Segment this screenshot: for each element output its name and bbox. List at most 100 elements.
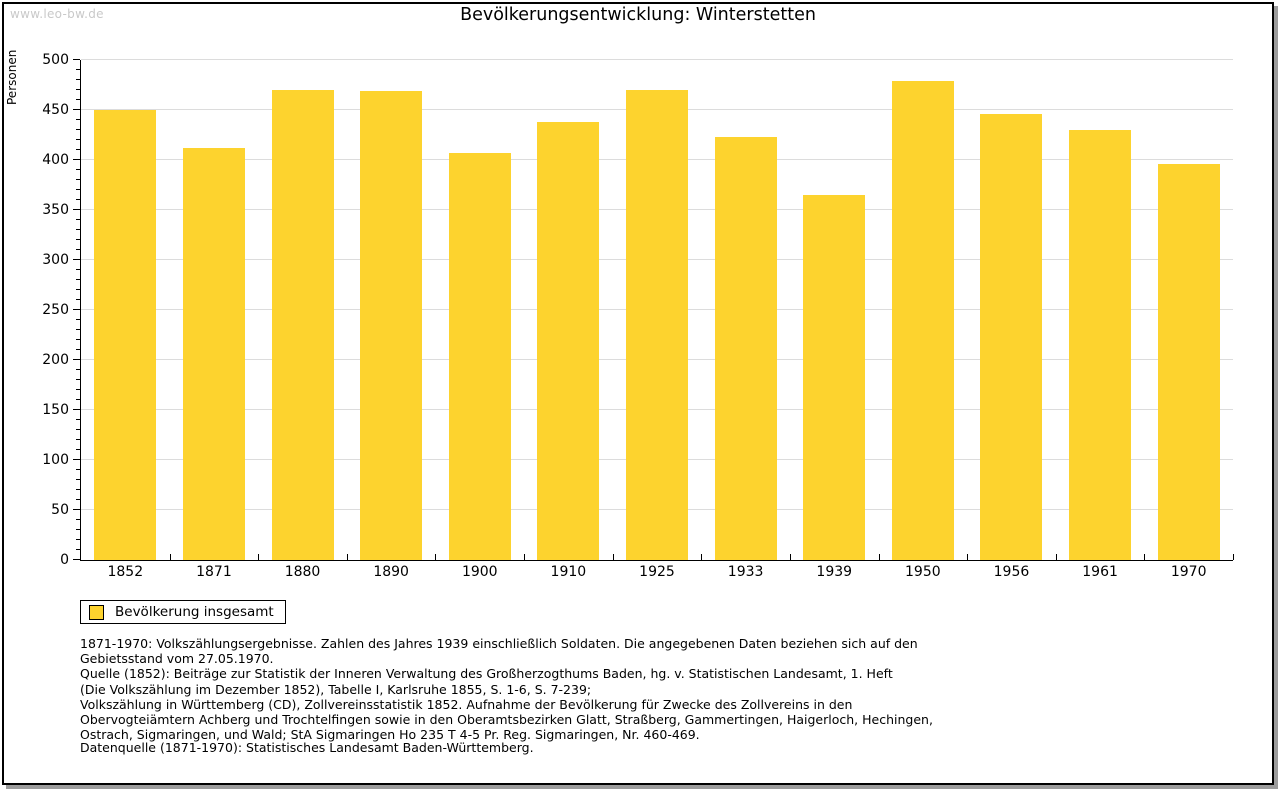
y-major-tick (73, 559, 80, 560)
y-major-tick (73, 359, 80, 360)
x-boundary-tick (1055, 554, 1057, 560)
footer-note-line: Gebietsstand vom 27.05.1970. (80, 651, 274, 667)
x-boundary-tick (1233, 554, 1234, 560)
y-minor-tick (76, 89, 80, 90)
watermark: www.leo-bw.de (10, 7, 104, 21)
y-tick-label: 0 (60, 552, 69, 568)
x-boundary-tick (1144, 554, 1146, 560)
y-minor-tick (76, 319, 80, 320)
footer-note-line: Volkszählung in Württemberg (CD), Zollve… (80, 696, 853, 712)
y-major-tick (73, 209, 80, 210)
y-major-tick (73, 159, 80, 160)
y-minor-tick (76, 79, 80, 80)
x-tick-label: 1950 (905, 564, 941, 580)
footer-note-line: Obervogteiämtern Achberg und Trochtelfin… (80, 712, 933, 728)
footer-note-line: Ostrach, Sigmaringen, und Wald; StA Sigm… (80, 727, 700, 743)
y-minor-tick (76, 439, 80, 440)
y-minor-tick (76, 119, 80, 120)
y-minor-tick (76, 389, 80, 390)
plot-area: 0 50 100 150 200 250 300 350 400 450 500 1852 1871 18… (42, 52, 1234, 580)
y-tick-label: 400 (42, 152, 69, 168)
bar-1950 (891, 81, 954, 560)
x-boundary-tick (701, 554, 703, 560)
y-minor-tick (76, 369, 80, 370)
y-minor-tick (76, 329, 80, 330)
y-tick-label: 500 (42, 52, 69, 68)
y-minor-tick (76, 199, 80, 200)
chart-title: Bevölkerungsentwicklung: Winterstetten (460, 5, 816, 25)
x-tick-label: 1910 (550, 564, 587, 580)
x-boundary-tick (789, 554, 791, 560)
footer-notes: 1871-1970: Volkszählungsergebnisse. Zahl… (80, 636, 1200, 742)
y-minor-tick (76, 179, 80, 180)
y-minor-tick (76, 419, 80, 420)
x-boundary-tick (524, 554, 526, 560)
y-minor-tick (76, 269, 80, 270)
y-minor-tick (76, 299, 80, 300)
bar-1890 (360, 91, 423, 560)
x-tick-label: 1970 (1170, 564, 1207, 580)
y-minor-tick (76, 219, 80, 220)
y-tick-label: 100 (42, 452, 69, 468)
y-minor-tick (76, 479, 80, 480)
y-tick-label: 350 (42, 202, 69, 218)
y-minor-tick (76, 289, 80, 290)
bar-1956 (980, 114, 1043, 560)
y-minor-tick (76, 429, 80, 430)
y-minor-tick (76, 239, 80, 240)
x-boundary-tick (169, 554, 171, 560)
y-minor-tick (76, 549, 80, 550)
y-tick-label: 150 (42, 402, 69, 418)
bar-1910 (537, 122, 600, 560)
bar-1925 (626, 90, 688, 560)
x-tick-label: 1956 (993, 564, 1030, 580)
footer-note-line: Quelle (1852): Beiträge zur Statistik de… (80, 666, 893, 682)
x-tick-label: 1900 (461, 564, 498, 580)
y-major-tick (73, 309, 80, 310)
y-minor-tick (76, 229, 80, 230)
y-tick-label: 450 (42, 102, 69, 118)
x-tick-label: 1939 (816, 564, 853, 580)
x-boundary-tick (612, 554, 614, 560)
x-tick-label: 1925 (639, 564, 675, 580)
y-minor-tick (76, 189, 80, 190)
y-major-tick (73, 459, 80, 460)
y-major-tick (73, 59, 80, 60)
y-minor-tick (76, 469, 80, 470)
legend-box: Bevölkerung insgesamt (80, 600, 286, 624)
x-tick-label: 1871 (196, 564, 232, 580)
y-minor-tick (76, 399, 80, 400)
y-minor-tick (76, 279, 80, 280)
y-minor-tick (76, 499, 80, 500)
y-minor-tick (76, 529, 80, 530)
y-minor-tick (76, 169, 80, 170)
x-tick-label: 1852 (107, 564, 144, 580)
y-minor-tick (76, 339, 80, 340)
y-tick-label: 200 (42, 352, 69, 368)
y-minor-tick (76, 99, 80, 100)
bar-1933 (714, 137, 777, 560)
y-minor-tick (76, 379, 80, 380)
bar-1939 (803, 195, 866, 560)
x-boundary-tick (967, 554, 969, 560)
y-major-tick (73, 259, 80, 260)
x-boundary-tick (258, 554, 260, 560)
y-major-tick (73, 409, 80, 410)
y-minor-tick (76, 489, 80, 490)
y-minor-tick (76, 69, 80, 70)
y-minor-tick (76, 519, 80, 520)
x-tick-label: 1890 (373, 564, 409, 580)
datasource-line: Datenquelle (1871-1970): Statistisches L… (80, 740, 534, 755)
legend-label: Bevölkerung insgesamt (115, 604, 274, 620)
x-tick-label: 1961 (1082, 564, 1118, 580)
bar-1852 (94, 110, 157, 560)
x-boundary-tick (435, 554, 437, 560)
y-tick-label: 50 (51, 502, 69, 518)
x-boundary-tick (346, 554, 348, 560)
y-major-tick (73, 109, 80, 110)
bar-1970 (1157, 164, 1220, 560)
x-boundary-tick (878, 554, 880, 560)
gridline-500 (81, 59, 1233, 60)
y-minor-tick (76, 129, 80, 130)
